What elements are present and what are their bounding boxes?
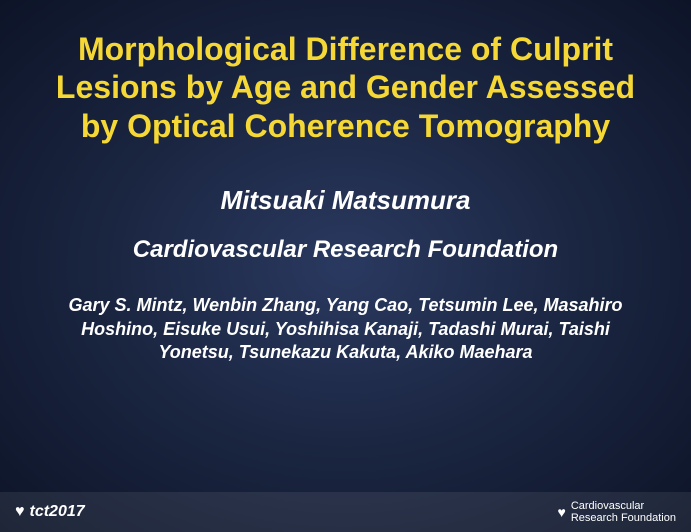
footer-left: ♥ tct2017 [15,503,85,521]
conference-name: tct2017 [30,503,85,521]
crf-line2: Research Foundation [571,512,676,524]
crf-heart-icon: ♥ [558,504,566,520]
coauthors-list: Gary S. Mintz, Wenbin Zhang, Yang Cao, T… [40,294,651,364]
crf-line1: Cardiovascular [571,500,676,512]
crf-organization: Cardiovascular Research Foundation [571,500,676,524]
heart-icon: ♥ [15,503,25,521]
presenter-affiliation: Cardiovascular Research Foundation [133,236,558,264]
footer-right: ♥ Cardiovascular Research Foundation [558,500,677,524]
slide-title: Morphological Difference of Culprit Lesi… [40,30,651,145]
slide-container: Morphological Difference of Culprit Lesi… [0,0,691,532]
presenter-name: Mitsuaki Matsumura [221,185,471,216]
slide-footer: ♥ tct2017 ♥ Cardiovascular Research Foun… [0,492,691,532]
